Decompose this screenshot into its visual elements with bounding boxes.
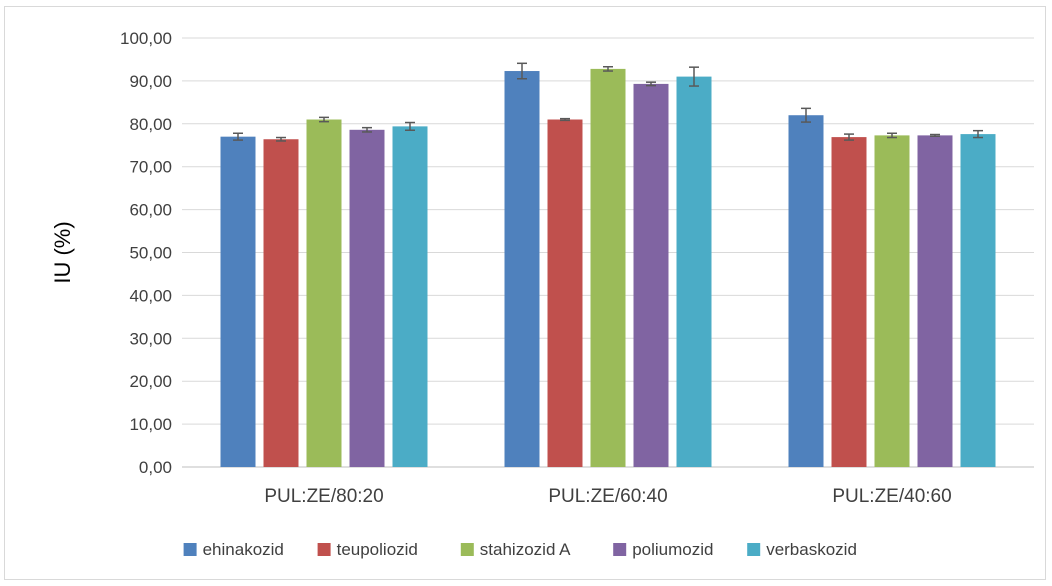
error-bar [319,116,329,123]
bar-verbaskozid [676,76,712,468]
error-bar [973,129,983,139]
y-tick-label: 100,00 [120,29,172,48]
bar-stahizozid-a [590,68,626,467]
y-axis-ticks: 0,00 10,00 20,00 30,00 40,00 50,00 60,00 70,00 8… [120,29,172,477]
bar-teupoliozid [831,137,867,467]
y-tick-label: 20,00 [129,372,172,391]
error-bar [930,133,940,137]
error-bar [603,65,613,72]
legend-item: verbaskozid [747,540,857,559]
error-bar [646,81,656,87]
y-tick-label: 90,00 [129,72,172,91]
legend-swatch [613,543,627,556]
bar-ehinakozid [504,71,540,468]
bar-verbaskozid [960,134,996,467]
legend-item: ehinakozid [183,540,284,559]
bar-poliumozid [633,83,669,467]
legend-label: stahizozid A [480,540,571,559]
y-tick-label: 0,00 [139,458,172,477]
legend-label: verbaskozid [766,540,857,559]
y-tick-label: 10,00 [129,415,172,434]
bar-poliumozid [917,135,953,467]
legend-swatch [460,543,474,556]
error-bar [405,121,415,131]
legend-swatch [747,543,761,556]
legend-item: stahizozid A [460,540,571,559]
legend-item: poliumozid [613,540,713,559]
legend-label: poliumozid [632,540,713,559]
error-bar [517,62,527,80]
legend-swatch [183,543,197,556]
y-axis-title: IU (%) [50,221,75,283]
error-bar [887,132,897,139]
error-bar [560,117,570,122]
bar-verbaskozid [392,126,428,468]
legend-swatch [317,543,331,556]
y-tick-label: 40,00 [129,286,172,305]
bar-teupoliozid [263,139,299,467]
error-bar [844,133,854,141]
error-bar [689,66,699,87]
bar-stahizozid-a [874,135,910,467]
bar-stahizozid-a [306,119,342,467]
x-category-label: PUL:ZE/40:60 [832,486,951,507]
legend-label: ehinakozid [203,540,284,559]
error-bar [362,126,372,133]
legend-label: teupoliozid [337,540,418,559]
legend-item: teupoliozid [317,540,418,559]
y-tick-label: 80,00 [129,115,172,134]
bar-ehinakozid [220,136,256,468]
y-tick-label: 70,00 [129,158,172,177]
x-category-label: PUL:ZE/60:40 [548,486,667,507]
y-tick-label: 50,00 [129,244,172,263]
x-category-label: PUL:ZE/80:20 [264,486,383,507]
legend: ehinakozid teupoliozid stahizozid A poliumo… [183,540,857,559]
bar-ehinakozid [788,115,824,467]
y-tick-label: 60,00 [129,201,172,220]
error-bar [801,107,811,123]
error-bar [233,132,243,141]
bar-teupoliozid [547,119,583,467]
bars [220,68,996,468]
x-axis-categories: PUL:ZE/80:20 PUL:ZE/60:40 PUL:ZE/40:60 [264,486,951,507]
y-tick-label: 30,00 [129,329,172,348]
bar-poliumozid [349,129,385,467]
error-bars [233,62,983,142]
error-bar [276,136,286,142]
